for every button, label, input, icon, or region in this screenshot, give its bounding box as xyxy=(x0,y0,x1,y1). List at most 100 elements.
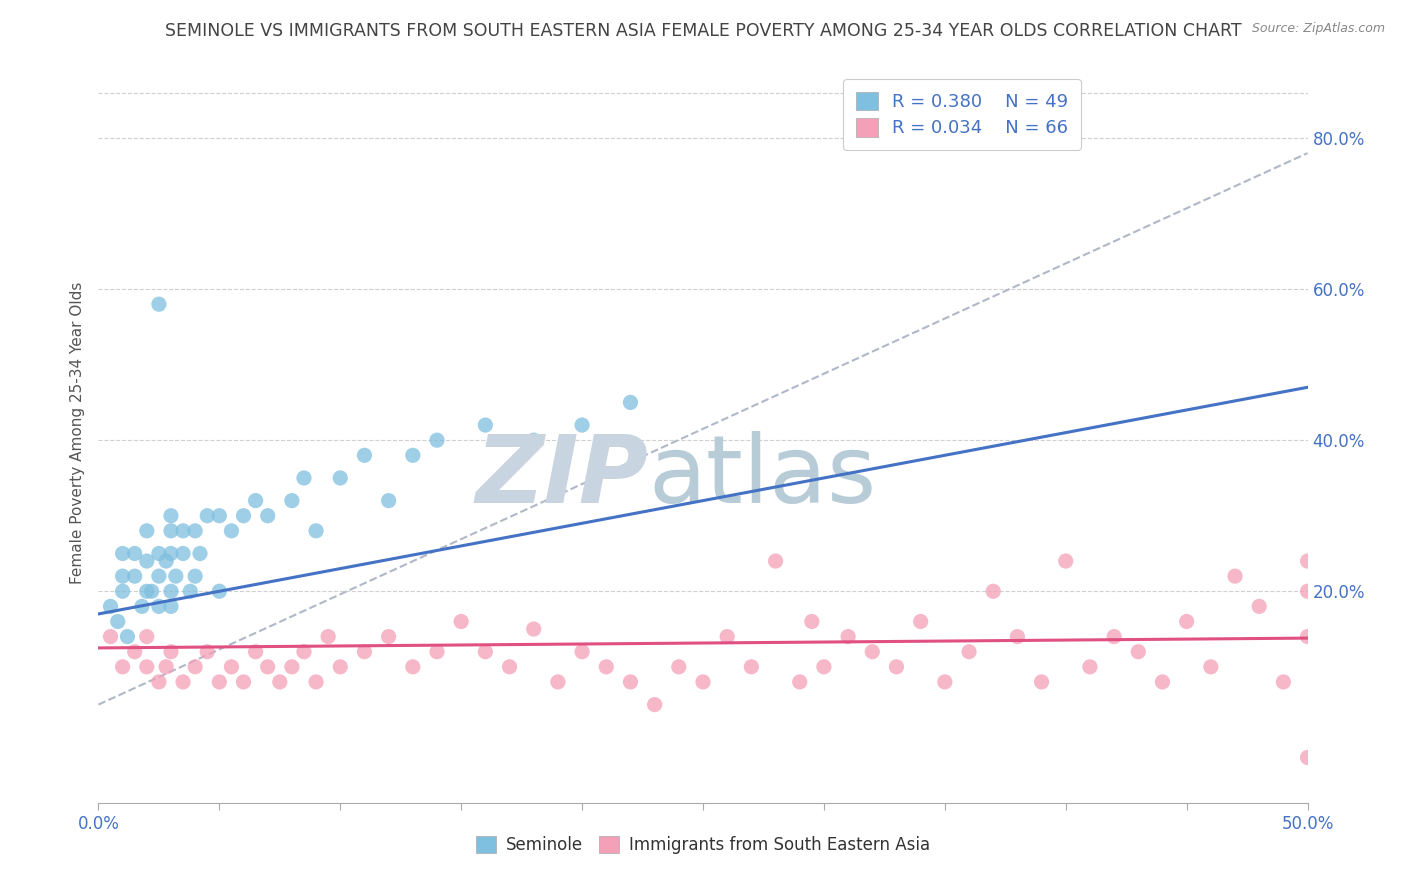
Point xyxy=(107,615,129,629)
Point xyxy=(269,674,291,689)
Point xyxy=(245,645,267,659)
Point xyxy=(124,547,146,561)
Point xyxy=(377,493,399,508)
Point xyxy=(221,524,243,538)
Point xyxy=(426,433,449,447)
Point xyxy=(148,674,170,689)
Point xyxy=(256,660,278,674)
Point xyxy=(100,599,122,614)
Point xyxy=(184,660,207,674)
Point xyxy=(1272,674,1295,689)
Point xyxy=(184,524,207,538)
Point xyxy=(957,645,980,659)
Point xyxy=(232,674,254,689)
Point xyxy=(148,547,170,561)
Point xyxy=(172,547,194,561)
Point xyxy=(1152,674,1174,689)
Point xyxy=(474,418,496,433)
Point xyxy=(135,524,157,538)
Point xyxy=(117,630,139,644)
Point xyxy=(208,508,231,523)
Point xyxy=(131,599,153,614)
Text: SEMINOLE VS IMMIGRANTS FROM SOUTH EASTERN ASIA FEMALE POVERTY AMONG 25-34 YEAR O: SEMINOLE VS IMMIGRANTS FROM SOUTH EASTER… xyxy=(165,22,1241,40)
Text: atlas: atlas xyxy=(648,431,877,523)
Point xyxy=(256,508,278,523)
Point xyxy=(619,395,641,409)
Point xyxy=(1078,660,1101,674)
Point xyxy=(765,554,787,568)
Point xyxy=(172,524,194,538)
Point xyxy=(135,554,157,568)
Point xyxy=(160,524,183,538)
Point xyxy=(1223,569,1246,583)
Point xyxy=(547,674,569,689)
Point xyxy=(860,645,883,659)
Point xyxy=(160,599,183,614)
Point xyxy=(1249,599,1271,614)
Point xyxy=(195,645,218,659)
Point xyxy=(450,615,472,629)
Point xyxy=(644,698,666,712)
Point xyxy=(1007,630,1029,644)
Point xyxy=(619,674,641,689)
Point xyxy=(1296,584,1319,599)
Point xyxy=(141,584,163,599)
Point xyxy=(1175,615,1198,629)
Point xyxy=(377,630,399,644)
Point xyxy=(800,615,823,629)
Point xyxy=(1199,660,1222,674)
Point xyxy=(402,660,425,674)
Point xyxy=(353,448,375,462)
Point xyxy=(155,554,177,568)
Point xyxy=(148,297,170,311)
Point xyxy=(305,524,328,538)
Legend: Seminole, Immigrants from South Eastern Asia: Seminole, Immigrants from South Eastern … xyxy=(468,830,938,861)
Text: ZIP: ZIP xyxy=(475,431,648,523)
Point xyxy=(1296,750,1319,764)
Point xyxy=(221,660,243,674)
Point xyxy=(111,569,134,583)
Point xyxy=(668,660,690,674)
Point xyxy=(910,615,932,629)
Point xyxy=(474,645,496,659)
Y-axis label: Female Poverty Among 25-34 Year Olds: Female Poverty Among 25-34 Year Olds xyxy=(69,282,84,583)
Point xyxy=(124,645,146,659)
Point xyxy=(208,674,231,689)
Point xyxy=(329,471,352,485)
Point xyxy=(426,645,449,659)
Point xyxy=(292,645,315,659)
Point xyxy=(172,674,194,689)
Point xyxy=(571,418,593,433)
Point xyxy=(523,622,546,636)
Point xyxy=(111,584,134,599)
Point xyxy=(135,660,157,674)
Point xyxy=(1296,554,1319,568)
Point xyxy=(305,674,328,689)
Point xyxy=(813,660,835,674)
Point xyxy=(740,660,762,674)
Point xyxy=(188,547,211,561)
Point xyxy=(165,569,187,583)
Point xyxy=(135,630,157,644)
Point xyxy=(111,660,134,674)
Point xyxy=(837,630,859,644)
Point xyxy=(160,645,183,659)
Point xyxy=(402,448,425,462)
Point xyxy=(281,660,304,674)
Point xyxy=(208,584,231,599)
Point xyxy=(195,508,218,523)
Point xyxy=(1296,630,1319,644)
Point xyxy=(789,674,811,689)
Point xyxy=(886,660,908,674)
Point xyxy=(184,569,207,583)
Point xyxy=(179,584,201,599)
Point xyxy=(155,660,177,674)
Point xyxy=(523,433,546,447)
Point xyxy=(124,569,146,583)
Point xyxy=(316,630,339,644)
Point xyxy=(135,584,157,599)
Point xyxy=(148,569,170,583)
Point xyxy=(232,508,254,523)
Point xyxy=(100,630,122,644)
Point xyxy=(498,660,520,674)
